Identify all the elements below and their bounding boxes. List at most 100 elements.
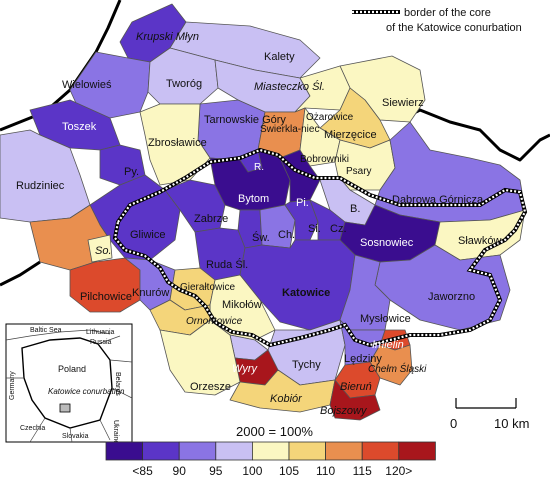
legend-swatch-2	[178, 441, 217, 461]
label-mierzecice: Mierzęcice	[324, 129, 377, 141]
inset-coastline	[5, 329, 111, 341]
region-orzesze[interactable]	[159, 319, 241, 396]
label-ozarowice: Ożarowice	[306, 112, 354, 123]
label-ledziny: Lędziny	[344, 353, 382, 365]
inset-lithuania: Lithuania	[86, 329, 115, 336]
label-kobior: Kobiór	[270, 393, 303, 405]
label-jaworzno: Jaworzno	[428, 291, 475, 303]
inset-baltic: Baltic Sea	[30, 327, 62, 334]
region-chorzow[interactable]	[259, 204, 296, 249]
label-swierklaniec: Świerkla-niec	[260, 122, 319, 135]
inset-neighbor-borders	[6, 335, 133, 443]
base-year-label: 2000 = 100%	[236, 424, 313, 439]
inset-slovakia: Slovakia	[62, 433, 89, 440]
inset-czechia: Czechia	[20, 425, 45, 432]
legend-tick-5: 110	[316, 464, 335, 478]
label-zbroslawice: Zbrosławice	[148, 137, 207, 149]
legend-tick-6: 115	[353, 464, 372, 478]
label-bobrowniki: Bobrowniki	[300, 154, 349, 165]
label-kalety: Kalety	[264, 51, 295, 63]
label-sosnowiec: Sosnowiec	[360, 237, 414, 249]
label-r: R.	[254, 162, 264, 173]
legend-swatch-6	[325, 441, 363, 461]
region-zabrze[interactable]	[164, 179, 226, 233]
legend-tick-3: 100	[242, 464, 262, 478]
legend-swatch-7	[361, 441, 400, 461]
color-legend: <85 90 95 100 105 110 115 120>	[105, 441, 436, 478]
region-so-inner[interactable]	[87, 234, 113, 263]
label-bytom: Bytom	[238, 193, 269, 205]
region-ozarowice[interactable]	[294, 65, 351, 113]
inset-belarus: Belarus	[114, 372, 121, 396]
municipalities	[0, 3, 526, 421]
inset-conurbation-marker	[59, 403, 71, 413]
label-krupski-mlyn-1: Krupski Młyn	[136, 31, 199, 43]
scale-distance: 10 km	[494, 416, 529, 431]
inset-katowice: Katowice conurbation	[48, 387, 125, 396]
inset-poland: Poland	[58, 364, 86, 374]
legend-tick-1: 90	[173, 464, 187, 478]
label-slawkow: Sławków	[458, 235, 501, 247]
region-rudziniec[interactable]	[0, 129, 91, 223]
label-chelm: Chełm Śląski	[368, 362, 427, 375]
legend-swatch-3	[215, 441, 253, 461]
label-tarnowskie: Tarnowskie Góry	[204, 114, 286, 126]
label-orzesze: Orzesze	[190, 381, 231, 393]
label-siewierz: Siewierz	[382, 97, 424, 109]
legend-tick-2: 95	[209, 464, 223, 478]
label-tworog: Tworóg	[166, 78, 202, 90]
label-tychy: Tychy	[292, 359, 321, 371]
legend-swatch-4	[251, 441, 290, 461]
label-rudziniec: Rudziniec	[16, 180, 65, 192]
label-pi: Pi.	[296, 197, 309, 209]
inset-germany: Germany	[9, 371, 16, 400]
label-knurow: Knurów	[132, 287, 169, 299]
label-so: So.	[95, 245, 112, 257]
scale-zero: 0	[450, 416, 457, 431]
label-pilchowice: Pilchowice	[80, 291, 132, 303]
conurbation-core-border	[112, 147, 528, 348]
label-miasteczko: Miasteczko Śl.	[254, 80, 325, 93]
label-dabrowa: Dąbrowa Górnicza	[392, 194, 484, 206]
border-legend: border of the core of the Katowice conur…	[352, 7, 522, 34]
label-cz: Cz.	[330, 223, 347, 235]
label-wielowies: Wielowieś	[62, 79, 112, 91]
inset-ukraine: Ukraine	[112, 420, 119, 444]
border-note-line2: of the Katowice conurbation	[386, 22, 522, 34]
label-mikolow: Mikołów	[222, 299, 262, 311]
label-zabrze: Zabrze	[194, 213, 228, 225]
legend-tick-7: 120>	[385, 464, 412, 478]
label-wyry: Wyry	[232, 363, 259, 375]
label-gieraltowice: Gierałtowice	[180, 282, 235, 293]
legend-swatch-1	[142, 441, 180, 461]
inset-map: Baltic Sea Lithuania Russia Poland Belar…	[5, 323, 133, 444]
legend-swatch-0	[105, 441, 143, 461]
label-katowice: Katowice	[282, 287, 330, 299]
region-labels: Krupski Młyn Kalety Wielowieś Tworóg Mia…	[16, 31, 501, 417]
inset-russia: Russia	[90, 339, 112, 346]
scale-bar: 0 10 km	[450, 398, 529, 431]
legend-tick-4: 105	[279, 464, 299, 478]
label-bojszowy: Bojszowy	[320, 405, 368, 417]
label-psary: Psary	[346, 166, 372, 177]
legend-swatch-5	[288, 441, 326, 461]
label-sw: Św.	[252, 231, 270, 244]
label-myslowice: Mysłowice	[360, 313, 411, 325]
legend-swatch-8	[398, 441, 436, 461]
label-gliwice: Gliwice	[130, 229, 165, 241]
label-ruda: Ruda Śl.	[206, 258, 248, 271]
label-py: Py.	[124, 166, 139, 178]
label-ch: Ch.	[278, 229, 295, 241]
region-siemianowice[interactable]	[284, 199, 319, 241]
label-b: B.	[350, 203, 360, 215]
region-bojszowy[interactable]	[329, 379, 381, 421]
inset-poland-outline	[21, 337, 113, 429]
border-note-line1: border of the core	[404, 7, 491, 19]
region-tworog[interactable]	[147, 47, 219, 105]
label-bierun: Bieruń	[340, 381, 372, 393]
label-imielin: Imielin	[372, 339, 404, 351]
legend-tick-0: <85	[132, 464, 153, 478]
label-toszek: Toszek	[62, 121, 97, 133]
label-si: Si.	[308, 223, 321, 235]
